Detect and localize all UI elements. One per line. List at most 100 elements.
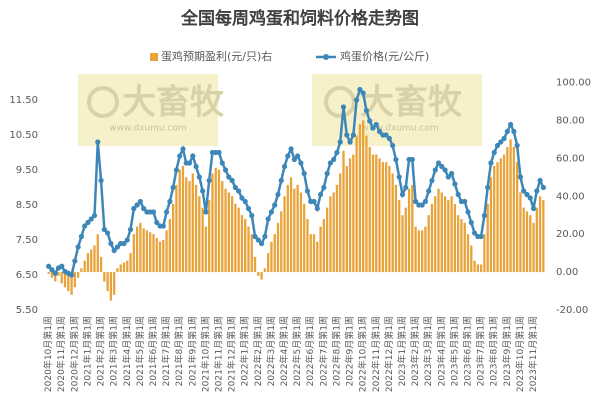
bar <box>90 249 93 273</box>
bar <box>384 162 388 273</box>
line-marker <box>98 177 104 184</box>
bar <box>437 188 440 273</box>
bar <box>414 226 417 273</box>
bar <box>234 203 237 273</box>
bar <box>440 192 443 273</box>
bar <box>378 158 381 273</box>
bar <box>142 228 145 273</box>
line-marker <box>442 167 448 173</box>
bar <box>532 222 535 273</box>
bar <box>267 253 270 273</box>
bar <box>168 219 172 273</box>
line-marker <box>258 240 265 247</box>
line-marker <box>354 97 360 103</box>
bar <box>486 203 489 273</box>
bar <box>381 162 384 273</box>
bar <box>80 268 83 273</box>
line-marker <box>219 160 225 166</box>
legend-label: 鸡蛋价格(元/公斤) <box>340 49 429 63</box>
line-marker <box>268 209 275 215</box>
x-tick-label: 2023年11月第1周 <box>527 316 539 392</box>
bar <box>358 124 362 273</box>
bar <box>342 150 345 273</box>
line-marker <box>540 184 546 191</box>
bar <box>538 196 542 273</box>
bar <box>368 146 371 273</box>
x-tick-label: 2021年10月第1周 <box>199 316 211 392</box>
line-marker <box>236 188 242 194</box>
line-marker <box>206 177 212 184</box>
bar <box>149 232 152 273</box>
y2-tick-label: 0.00 <box>556 267 578 278</box>
line-marker <box>376 128 383 135</box>
line-marker <box>49 267 55 273</box>
bar <box>129 253 132 273</box>
bar <box>280 211 283 273</box>
y-tick-label: 6.50 <box>16 270 38 281</box>
line-marker <box>517 174 524 180</box>
line-marker <box>370 125 376 131</box>
line-marker <box>393 156 399 163</box>
line-marker <box>357 86 363 93</box>
bar <box>322 219 325 273</box>
x-tick-label: 2023年8月第1周 <box>488 316 500 386</box>
x-tick-label: 2021年4月第1周 <box>121 316 133 386</box>
bar <box>253 256 257 273</box>
bar <box>227 192 230 273</box>
line-marker <box>72 258 78 264</box>
line-marker <box>311 198 317 205</box>
y-tick-label: 8.50 <box>16 200 38 211</box>
bar <box>96 234 99 273</box>
x-tick-label: 2023年6月第1周 <box>462 316 474 386</box>
bar <box>217 169 221 273</box>
x-tick-label: 2022年5月第1周 <box>291 316 303 386</box>
bar <box>450 196 453 273</box>
line-marker <box>337 139 343 145</box>
bar <box>86 253 90 273</box>
y-tick-label: 11.50 <box>9 95 38 106</box>
bar <box>352 154 355 273</box>
x-tick-label: 2022年11月第1周 <box>370 316 382 392</box>
line-marker <box>186 160 193 166</box>
bar <box>306 219 309 273</box>
bar <box>329 196 332 273</box>
bar <box>99 256 103 273</box>
bar <box>273 234 276 273</box>
bar <box>473 260 476 273</box>
line-marker <box>226 174 232 180</box>
line-marker <box>180 146 186 152</box>
bar <box>299 192 303 273</box>
bar <box>394 184 398 273</box>
line-marker <box>331 156 337 163</box>
line-marker <box>511 128 517 135</box>
line-marker <box>317 191 324 198</box>
y-tick-label: 10.50 <box>9 130 38 141</box>
line-marker <box>304 188 311 194</box>
line-marker <box>291 156 297 163</box>
line-marker <box>222 167 229 173</box>
line-marker <box>439 163 445 170</box>
line-marker <box>190 153 196 159</box>
line-marker <box>412 198 419 205</box>
y2-tick-label: 60.00 <box>556 153 585 164</box>
bar <box>404 207 407 273</box>
x-tick-label: 2023年4月第1周 <box>435 316 447 386</box>
x-tick-label: 2022年9月第1周 <box>344 316 356 386</box>
bar <box>76 272 80 278</box>
bar <box>296 184 299 273</box>
x-tick-label: 2022年8月第1周 <box>330 316 342 386</box>
line-marker <box>272 202 278 208</box>
x-tick-label: 2021年2月第1周 <box>95 316 107 386</box>
line-marker <box>324 170 330 177</box>
bar <box>283 196 286 273</box>
bar <box>178 169 181 273</box>
bar <box>286 184 289 273</box>
line-marker <box>432 167 438 173</box>
bar <box>420 230 424 273</box>
bar <box>362 120 365 273</box>
bar <box>499 158 502 273</box>
line-marker <box>501 135 507 142</box>
bar <box>493 165 496 273</box>
watermark-logo <box>87 86 119 118</box>
